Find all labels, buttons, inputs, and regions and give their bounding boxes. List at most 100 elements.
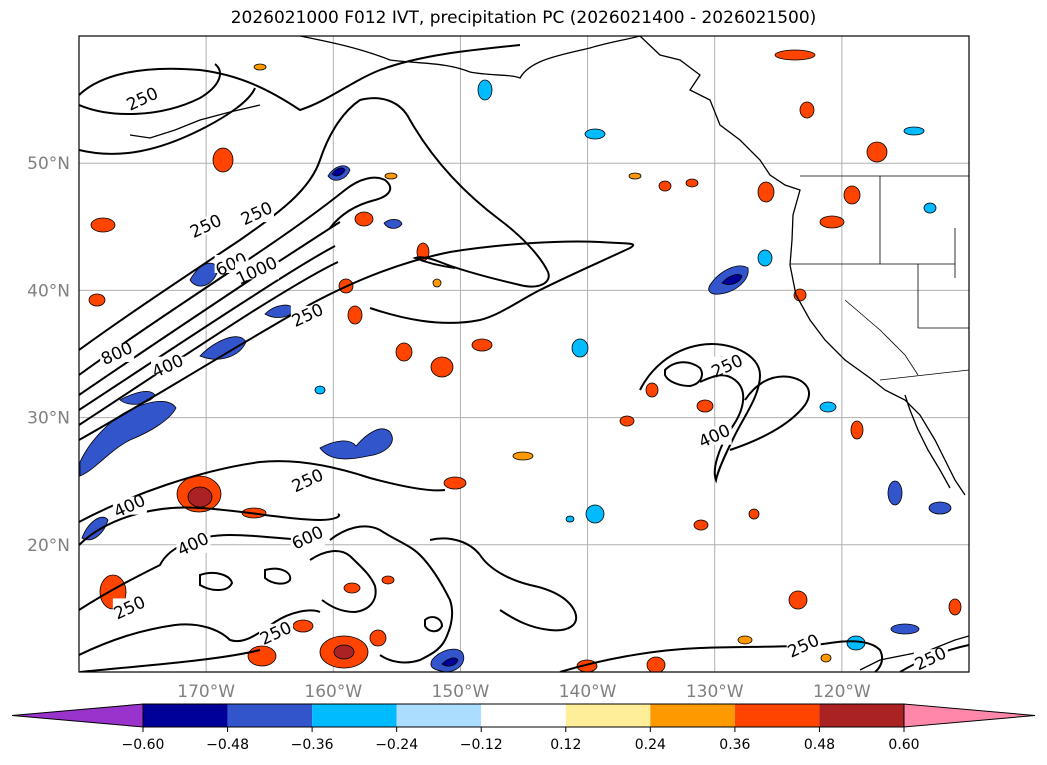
contour-label-bg bbox=[290, 305, 325, 324]
colorbar-segment bbox=[650, 704, 735, 727]
lat-label: 30°N bbox=[27, 409, 70, 429]
contour-label-bg bbox=[125, 89, 160, 108]
ivt-contour bbox=[79, 240, 635, 441]
lat-label: 50°N bbox=[27, 154, 70, 174]
precip-blob bbox=[292, 619, 314, 633]
colorbar-segment bbox=[143, 704, 228, 727]
precip-blob bbox=[928, 501, 952, 515]
ivt-contour bbox=[79, 506, 340, 546]
lon-label: 140°W bbox=[559, 682, 617, 702]
us-mexico-border bbox=[879, 369, 969, 381]
precip-blob bbox=[441, 657, 459, 667]
precip-blob bbox=[887, 480, 903, 506]
contour-label-bg bbox=[290, 528, 325, 547]
ivt-contour bbox=[79, 245, 336, 411]
lon-label: 130°W bbox=[686, 682, 744, 702]
colorbar: −0.60 −0.48 −0.36 −0.24 −0.12 0.12 0.24 0.36 0.4… bbox=[11, 703, 1036, 753]
precip-blob bbox=[384, 172, 398, 180]
colorbar-extend-high bbox=[903, 703, 1036, 728]
ivt-contour bbox=[639, 343, 762, 484]
map-title: 2026021000 F012 IVT, precipitation PC (2… bbox=[230, 8, 817, 28]
precip-blob bbox=[81, 516, 109, 541]
colorbar-segment bbox=[565, 704, 651, 727]
ivt-contour bbox=[79, 649, 261, 672]
colorbar-frame bbox=[142, 703, 905, 728]
precip-blob bbox=[383, 218, 403, 229]
precip-blob bbox=[430, 356, 454, 378]
precip-blob bbox=[903, 126, 925, 136]
lat-label: 20°N bbox=[27, 536, 70, 556]
colorbar-segment bbox=[819, 704, 904, 727]
ivt-contour bbox=[79, 44, 521, 112]
colorbar-segment bbox=[734, 704, 820, 727]
contour-label-bg bbox=[112, 598, 147, 617]
precip-blob bbox=[381, 575, 395, 585]
precip-blob bbox=[354, 211, 374, 227]
precip-blob bbox=[585, 504, 605, 524]
precip-blob bbox=[788, 590, 808, 610]
contour-label-bg bbox=[710, 356, 745, 375]
lon-label: 120°W bbox=[813, 682, 871, 702]
contour-label-bg bbox=[112, 496, 147, 515]
ivt-contour bbox=[329, 525, 454, 664]
longitude-labels: 170°W 160°W 150°W 140°W 130°W 120°W bbox=[177, 682, 871, 702]
precip-positive-anomalies bbox=[88, 49, 962, 672]
contour-label-bg bbox=[189, 216, 224, 235]
precip-blob bbox=[247, 645, 277, 667]
ivt-contour bbox=[79, 63, 221, 115]
ivt-contour bbox=[429, 537, 578, 632]
precip-blob bbox=[369, 629, 387, 647]
contour-label-bg bbox=[240, 204, 274, 223]
contour-label-bg bbox=[697, 426, 732, 445]
precip-blob bbox=[820, 653, 832, 663]
coastlines bbox=[129, 36, 969, 671]
lat-label: 40°N bbox=[27, 281, 70, 301]
colorbar-segment bbox=[396, 704, 482, 727]
colorbar-segment bbox=[227, 704, 313, 727]
precip-blob bbox=[319, 428, 393, 460]
ivt-contour bbox=[79, 609, 321, 656]
precip-blob bbox=[90, 217, 116, 233]
ivt-contour bbox=[424, 616, 444, 633]
north-america-west-coast bbox=[639, 36, 966, 496]
colorbar-extend-low bbox=[11, 703, 144, 728]
precip-blob bbox=[645, 382, 659, 398]
colorbar-segment bbox=[312, 704, 397, 727]
precip-blob bbox=[843, 185, 861, 205]
contour-label-bg bbox=[151, 356, 185, 375]
precip-blob bbox=[443, 476, 467, 490]
precip-blob bbox=[628, 172, 642, 180]
precip-blob bbox=[866, 141, 888, 163]
colorbar-tick-label: −0.60 bbox=[122, 737, 165, 753]
ivt-contour bbox=[664, 361, 703, 388]
lon-label: 160°W bbox=[304, 682, 362, 702]
contour-label-bg bbox=[913, 649, 948, 668]
precip-blob bbox=[432, 278, 442, 288]
alaska-coast bbox=[299, 36, 641, 79]
precip-blob bbox=[696, 399, 714, 413]
colorbar-tick-label: 0.24 bbox=[635, 737, 666, 753]
colorbar-tick-label: −0.24 bbox=[375, 737, 418, 753]
colorbar-tick-label: 0.48 bbox=[804, 737, 835, 753]
precip-blob bbox=[395, 342, 413, 362]
precip-blob bbox=[584, 128, 606, 140]
precip-blob bbox=[314, 385, 326, 395]
precip-blob bbox=[88, 293, 106, 307]
precip-blob bbox=[721, 274, 743, 285]
precip-blob bbox=[646, 656, 666, 672]
precip-blob bbox=[333, 644, 355, 660]
precip-blob bbox=[471, 338, 493, 352]
colorbar-tick-label: −0.36 bbox=[291, 737, 334, 753]
graticule bbox=[79, 36, 969, 672]
contour-label-bg bbox=[290, 471, 325, 490]
precip-blob bbox=[819, 215, 845, 229]
contour-label-bg bbox=[100, 344, 135, 362]
colorbar-tick-label: −0.48 bbox=[206, 737, 249, 753]
ivt-contour bbox=[79, 460, 446, 523]
contour-label-bg bbox=[176, 534, 211, 553]
map-border bbox=[78, 35, 970, 673]
borders bbox=[790, 175, 969, 381]
precip-negative-anomalies bbox=[79, 79, 952, 672]
colorbar-tick-label: −0.12 bbox=[460, 737, 503, 753]
